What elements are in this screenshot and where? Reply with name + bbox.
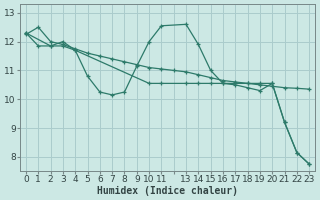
X-axis label: Humidex (Indice chaleur): Humidex (Indice chaleur): [97, 186, 238, 196]
